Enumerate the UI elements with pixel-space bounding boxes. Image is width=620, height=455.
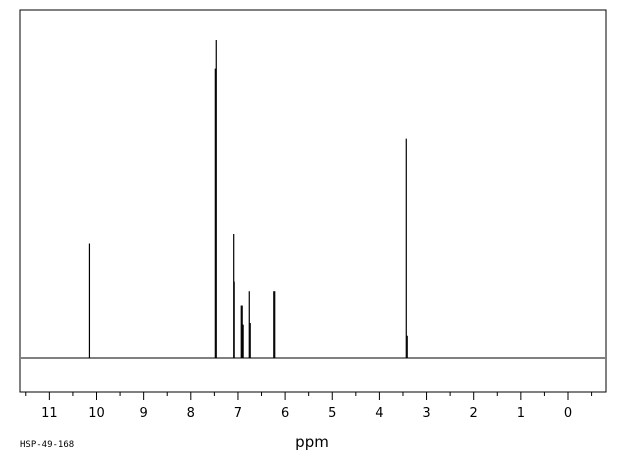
plot-frame <box>19 9 607 393</box>
x-tick-label: 10 <box>88 406 105 421</box>
x-tick-label: 6 <box>281 406 289 421</box>
x-tick-label: 4 <box>375 406 383 421</box>
x-tick-label: 1 <box>517 406 525 421</box>
x-axis-title: ppm <box>295 433 329 451</box>
x-axis-ticks <box>25 392 593 400</box>
x-tick-label: 9 <box>140 406 148 421</box>
x-tick-label: 3 <box>422 406 430 421</box>
sample-id-label: HSP-49-168 <box>20 440 74 450</box>
x-axis-tick-labels: 11 10 9 8 7 6 5 4 3 2 1 0 <box>41 406 572 421</box>
spectrum-peaks <box>88 40 408 358</box>
x-tick-label: 11 <box>41 406 58 421</box>
x-tick-label: 0 <box>564 406 572 421</box>
x-tick-label: 7 <box>234 406 242 421</box>
x-tick-label: 2 <box>470 406 478 421</box>
x-tick-label: 5 <box>328 406 336 421</box>
x-tick-label: 8 <box>187 406 195 421</box>
